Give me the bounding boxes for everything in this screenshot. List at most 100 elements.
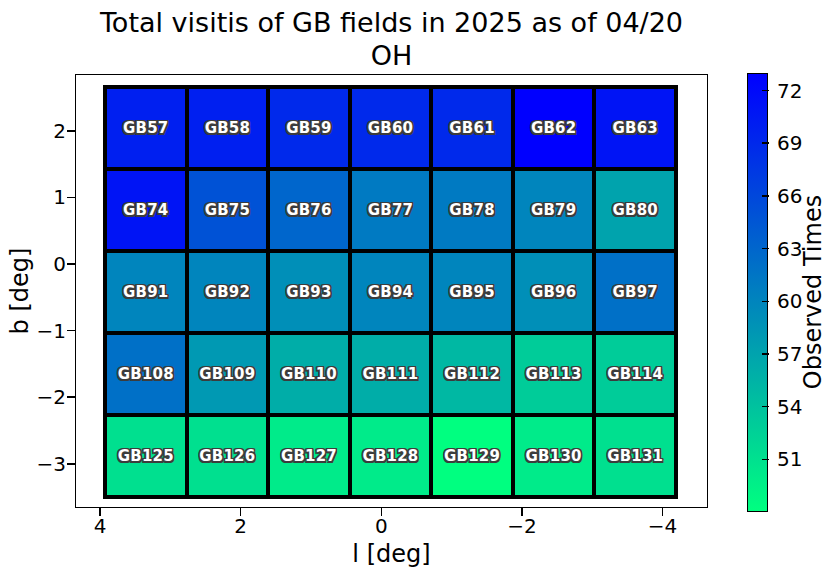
colorbar-tick-mark xyxy=(762,90,769,92)
heatmap-cell: GB108 xyxy=(105,333,187,415)
cell-label: GB57 xyxy=(123,119,168,137)
figure: Total visitis of GB fields in 2025 as of… xyxy=(0,0,835,575)
heatmap-cell: GB92 xyxy=(187,251,269,333)
cell-label: GB61 xyxy=(449,119,494,137)
heatmap-cell: GB57 xyxy=(105,87,187,169)
heatmap-cell: GB112 xyxy=(431,333,513,415)
x-tick-label: −4 xyxy=(631,514,695,538)
x-axis-label: l [deg] xyxy=(75,540,708,568)
colorbar-tick-label: 57 xyxy=(777,342,802,366)
cell-label: GB75 xyxy=(205,201,250,219)
heatmap-cell: GB130 xyxy=(513,415,595,497)
heatmap-cell: GB91 xyxy=(105,251,187,333)
heatmap-cell: GB59 xyxy=(268,87,350,169)
cell-label: GB58 xyxy=(205,119,250,137)
colorbar-label: Observed Times xyxy=(799,195,827,389)
heatmap-cell: GB80 xyxy=(594,169,676,251)
colorbar-tick-label: 69 xyxy=(777,131,802,155)
chart-title-line1: Total visitis of GB fields in 2025 as of… xyxy=(75,6,708,39)
cell-label: GB96 xyxy=(531,283,576,301)
heatmap-cell: GB76 xyxy=(268,169,350,251)
cell-label: GB94 xyxy=(368,283,413,301)
colorbar-tick-mark xyxy=(762,301,769,303)
y-tick-label: −1 xyxy=(0,319,66,343)
colorbar-tick-mark xyxy=(762,353,769,355)
colorbar-tick-label: 60 xyxy=(777,289,802,313)
colorbar-tick-mark xyxy=(762,459,769,461)
heatmap-cell: GB78 xyxy=(431,169,513,251)
heatmap-cell: GB75 xyxy=(187,169,269,251)
cell-label: GB78 xyxy=(449,201,494,219)
cell-label: GB93 xyxy=(286,283,331,301)
cell-label: GB129 xyxy=(444,447,500,465)
colorbar-tick-label: 54 xyxy=(777,395,802,419)
y-tick-mark xyxy=(67,330,75,332)
cell-label: GB62 xyxy=(531,119,576,137)
y-tick-mark xyxy=(67,396,75,398)
y-tick-mark xyxy=(67,263,75,265)
heatmap-cell: GB77 xyxy=(350,169,432,251)
heatmap-cell: GB93 xyxy=(268,251,350,333)
heatmap-cell: GB125 xyxy=(105,415,187,497)
colorbar-tick-label: 51 xyxy=(777,447,802,471)
heatmap-cell: GB131 xyxy=(594,415,676,497)
cell-label: GB74 xyxy=(123,201,168,219)
heatmap-cell: GB129 xyxy=(431,415,513,497)
heatmap-cell: GB113 xyxy=(513,333,595,415)
cell-label: GB113 xyxy=(526,365,582,383)
colorbar-tick-mark xyxy=(762,142,769,144)
colorbar-tick-label: 72 xyxy=(777,79,802,103)
heatmap-cell: GB127 xyxy=(268,415,350,497)
cell-label: GB79 xyxy=(531,201,576,219)
heatmap-cell: GB62 xyxy=(513,87,595,169)
y-tick-mark xyxy=(67,130,75,132)
y-tick-label: 2 xyxy=(0,119,66,143)
heatmap-cell: GB110 xyxy=(268,333,350,415)
heatmap-cell: GB95 xyxy=(431,251,513,333)
heatmap-cell: GB74 xyxy=(105,169,187,251)
x-tick-label: 0 xyxy=(349,514,413,538)
cell-label: GB109 xyxy=(199,365,255,383)
y-tick-mark xyxy=(67,197,75,199)
chart-title-line2: OH xyxy=(75,39,708,72)
heatmap-cell: GB114 xyxy=(594,333,676,415)
x-tick-label: −2 xyxy=(490,514,554,538)
colorbar xyxy=(747,73,768,512)
heatmap-cell: GB126 xyxy=(187,415,269,497)
heatmap-cell: GB60 xyxy=(350,87,432,169)
cell-label: GB108 xyxy=(118,365,174,383)
heatmap-cell: GB61 xyxy=(431,87,513,169)
colorbar-tick-label: 66 xyxy=(777,184,802,208)
cell-label: GB127 xyxy=(281,447,337,465)
heatmap-cell: GB111 xyxy=(350,333,432,415)
cell-label: GB111 xyxy=(362,365,418,383)
colorbar-tick-label: 63 xyxy=(777,237,802,261)
heatmap-cell: GB109 xyxy=(187,333,269,415)
cell-label: GB59 xyxy=(286,119,331,137)
cell-label: GB95 xyxy=(449,283,494,301)
cell-label: GB76 xyxy=(286,201,331,219)
y-tick-label: 1 xyxy=(0,185,66,209)
cell-label: GB114 xyxy=(607,365,663,383)
heatmap-cell: GB128 xyxy=(350,415,432,497)
heatmap-cell: GB63 xyxy=(594,87,676,169)
cell-label: GB92 xyxy=(205,283,250,301)
x-tick-label: 4 xyxy=(68,514,132,538)
heatmap-cell: GB97 xyxy=(594,251,676,333)
cell-label: GB128 xyxy=(362,447,418,465)
colorbar-tick-mark xyxy=(762,406,769,408)
cell-label: GB77 xyxy=(368,201,413,219)
heatmap-grid: GB57 GB58 GB59 GB60 GB61 GB62 GB63 GB74 GB75 GB76… xyxy=(103,85,678,499)
cell-label: GB97 xyxy=(612,283,657,301)
heatmap-cell: GB96 xyxy=(513,251,595,333)
x-tick-label: 2 xyxy=(209,514,273,538)
y-tick-mark xyxy=(67,463,75,465)
cell-label: GB91 xyxy=(123,283,168,301)
cell-label: GB110 xyxy=(281,365,337,383)
cell-label: GB112 xyxy=(444,365,500,383)
cell-label: GB80 xyxy=(612,201,657,219)
cell-label: GB126 xyxy=(199,447,255,465)
y-tick-label: −3 xyxy=(0,452,66,476)
cell-label: GB131 xyxy=(607,447,663,465)
heatmap-cell: GB79 xyxy=(513,169,595,251)
